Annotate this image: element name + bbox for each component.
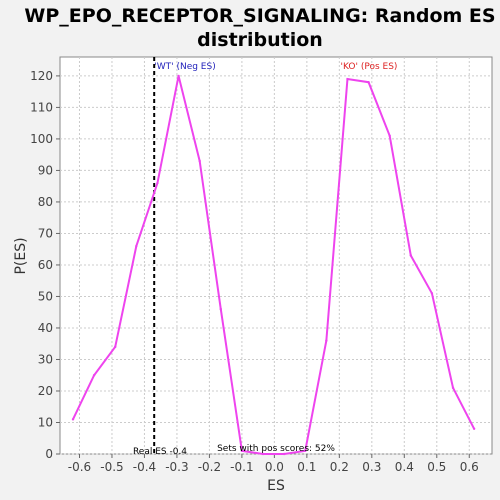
y-axis-label: P(ES) [13, 237, 29, 274]
y-tick-label: 30 [38, 352, 53, 366]
x-tick-label: 0.4 [395, 460, 414, 474]
x-tick-label: -0.6 [68, 460, 91, 474]
y-tick-label: 90 [38, 163, 53, 177]
data-point [240, 449, 244, 453]
real-es-label: Real ES -0.4 [133, 447, 187, 457]
x-tick-label: -0.3 [165, 460, 188, 474]
data-point [430, 292, 434, 295]
data-point [451, 386, 455, 390]
y-tick-label: 20 [38, 384, 53, 398]
data-point [92, 374, 96, 377]
x-tick-label: -0.2 [198, 460, 221, 474]
y-tick-label: 0 [45, 447, 53, 461]
chart-title-line1: WP_EPO_RECEPTOR_SIGNALING: Random ES [24, 5, 495, 27]
grid [60, 57, 492, 455]
data-point [388, 134, 391, 137]
data-point [304, 449, 307, 453]
data-point [198, 159, 201, 163]
ko-pos-es-label: 'KO' (Pos ES) [341, 62, 398, 72]
data-point [219, 307, 222, 311]
data-point [261, 452, 265, 456]
data-point [367, 81, 370, 84]
y-tick-label: 40 [38, 321, 53, 335]
plot-area [59, 56, 493, 455]
series-line-random-es [72, 75, 476, 455]
y-tick-label: 110 [30, 100, 53, 114]
data-point [114, 345, 117, 349]
data-point [282, 452, 286, 456]
x-tick-label: -0.5 [100, 460, 123, 474]
wt-neg-es-label: 'WT' (Neg ES) [154, 62, 215, 72]
data-point [346, 77, 349, 81]
x-tick-label: 0.6 [460, 460, 479, 474]
x-tick-label: 0.5 [427, 460, 446, 474]
data-point [71, 418, 75, 421]
data-point [135, 244, 138, 248]
x-tick-label: 0.0 [265, 460, 284, 474]
x-tick-label: -0.1 [230, 460, 253, 474]
chart-title-line2: distribution [197, 29, 323, 51]
x-tick-label: 0.2 [330, 460, 349, 474]
x-tick-label: 0.3 [362, 460, 381, 474]
data-point [409, 254, 412, 257]
y-tick-label: 120 [30, 69, 53, 83]
y-tick-label: 80 [38, 195, 53, 209]
data-points [71, 74, 476, 456]
data-point [156, 181, 159, 185]
y-tick-label: 60 [38, 258, 53, 272]
y-tick-label: 100 [30, 132, 53, 146]
x-axis-label: ES [267, 478, 285, 494]
pos-scores-label: Sets with pos scores: 52% [217, 444, 335, 454]
x-tick-label: -0.4 [133, 460, 156, 474]
y-tick-label: 50 [38, 289, 53, 303]
y-tick-label: 70 [38, 226, 53, 240]
data-point [177, 74, 180, 78]
y-tick-label: 10 [38, 415, 53, 429]
data-point [472, 427, 476, 430]
axes: -0.6 -0.5 -0.4 -0.3 -0.2 -0.1 0.0 0.1 0.2 0.3 0.4 0… [30, 69, 479, 474]
x-tick-label: 0.1 [297, 460, 316, 474]
data-point [325, 339, 328, 342]
